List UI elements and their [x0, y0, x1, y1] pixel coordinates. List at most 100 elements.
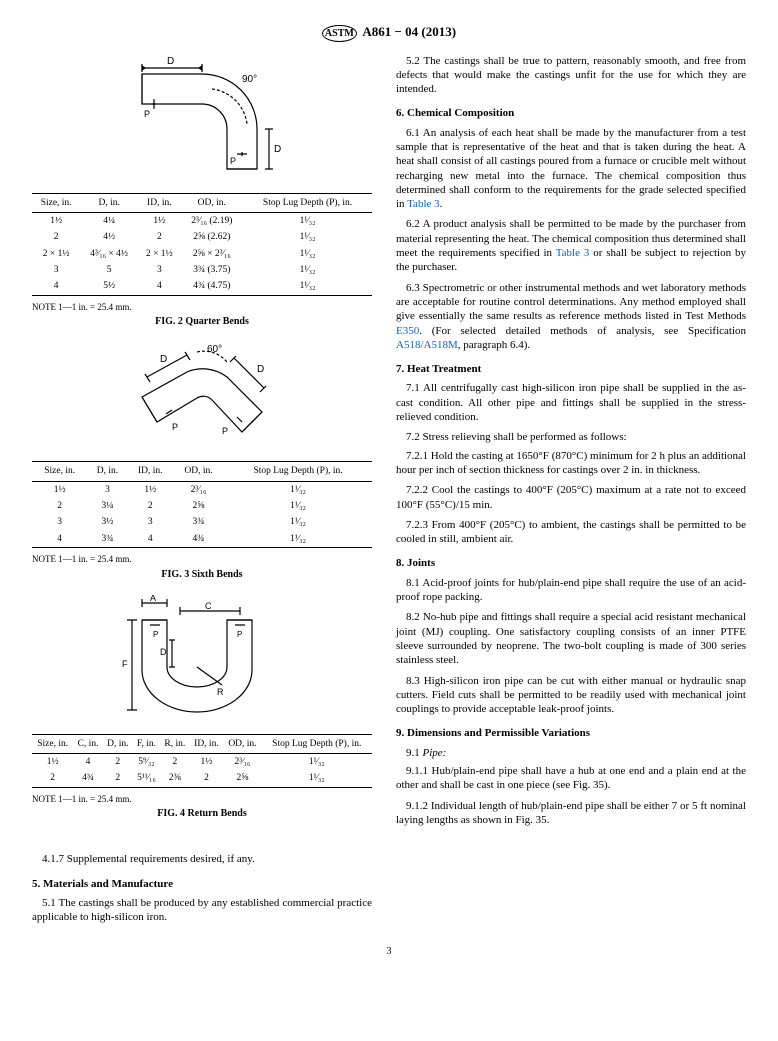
svg-text:D: D — [274, 144, 281, 155]
fig3-angle: 60° — [207, 344, 222, 355]
fig3-col1: D, in. — [87, 462, 127, 481]
svg-text:P: P — [230, 156, 236, 166]
table-cell: 3 — [128, 514, 173, 530]
fig3-tbody: 1½31½2³⁄₁₆1¹⁄₃₂23¼22⅝1¹⁄₃₂33½33¾1¹⁄₃₂43¾… — [32, 481, 372, 547]
fig4-col0: Size, in. — [32, 734, 73, 753]
table-cell: 4³⁄₁₆ × 4½ — [80, 246, 138, 262]
table-cell: 3½ — [87, 514, 127, 530]
p-7-2-2: 7.2.2 Cool the castings to 400°F (205°C)… — [396, 483, 746, 512]
fig3-col0: Size, in. — [32, 462, 87, 481]
fig3-diagram: 60° D D P P — [102, 342, 302, 457]
p-9-1-1: 9.1.1 Hub/plain-end pipe shall have a hu… — [396, 764, 746, 793]
fig2-caption: FIG. 2 Quarter Bends — [32, 315, 372, 328]
fig4-diagram: A C D F R P P — [87, 595, 317, 730]
table-cell: 2 — [190, 770, 224, 787]
table-cell: 3¼ — [87, 498, 127, 514]
table-cell: 2 — [103, 754, 133, 771]
fig4-col6: OD, in. — [223, 734, 261, 753]
table-cell: 1½ — [32, 481, 87, 498]
svg-text:R: R — [217, 687, 224, 697]
table-cell: 1¹⁄₃₂ — [262, 770, 372, 787]
ref-table3-a[interactable]: Table 3 — [407, 198, 440, 210]
table-cell: 2³⁄₁₆ — [173, 481, 224, 498]
table-cell: 1¹⁄₃₂ — [262, 754, 372, 771]
p-7-1: 7.1 All centrifugally cast high-silicon … — [396, 381, 746, 424]
svg-text:P: P — [153, 630, 158, 639]
astm-logo: ASTM — [322, 25, 357, 42]
table-cell: 4¾ — [73, 770, 102, 787]
ref-table3-b[interactable]: Table 3 — [556, 247, 590, 259]
fig2-col4: Stop Lug Depth (P), in. — [243, 193, 372, 212]
svg-text:P: P — [222, 426, 228, 436]
fig3-col3: OD, in. — [173, 462, 224, 481]
table-cell: 3 — [32, 514, 87, 530]
table-cell: 2 — [160, 754, 189, 771]
fig2-note: NOTE 1—1 in. = 25.4 mm. — [32, 302, 372, 314]
p-6-2: 6.2 A product analysis shall be permitte… — [396, 217, 746, 274]
fig3-col4: Stop Lug Depth (P), in. — [224, 462, 372, 481]
fig2-tbody: 1½4¼1½2³⁄₁₆ (2.19)1¹⁄₃₂24½22⅝ (2.62)1¹⁄₃… — [32, 212, 372, 295]
heading-9: 9. Dimensions and Permissible Variations — [396, 726, 746, 740]
fig4-col1: C, in. — [73, 734, 102, 753]
fig4-col5: ID, in. — [190, 734, 224, 753]
fig3-col2: ID, in. — [128, 462, 173, 481]
table-cell: 2⅝ (2.62) — [181, 229, 243, 245]
table-cell: 1¹⁄₃₂ — [243, 246, 372, 262]
table-cell: 2⅜ — [160, 770, 189, 787]
page-header: ASTM A861 − 04 (2013) — [32, 24, 746, 42]
p-5-2: 5.2 The castings shall be true to patter… — [396, 54, 746, 97]
fig4-col3: F, in. — [133, 734, 160, 753]
fig4-caption: FIG. 4 Return Bends — [32, 807, 372, 820]
ref-a518[interactable]: A518/A518M — [396, 339, 458, 351]
p-7-2-1: 7.2.1 Hold the casting at 1650°F (870°C)… — [396, 449, 746, 478]
fig2-col0: Size, in. — [32, 193, 80, 212]
table-cell: 4 — [32, 531, 87, 548]
fig3-table: Size, in. D, in. ID, in. OD, in. Stop Lu… — [32, 461, 372, 548]
fig4-col4: R, in. — [160, 734, 189, 753]
table-cell: 4¼ — [80, 212, 138, 229]
table-cell: 1¹⁄₃₂ — [224, 514, 372, 530]
fig3-note: NOTE 1—1 in. = 25.4 mm. — [32, 554, 372, 566]
table-cell: 2 — [138, 229, 181, 245]
svg-text:P: P — [172, 422, 178, 432]
fig2-col2: ID, in. — [138, 193, 181, 212]
svg-text:D: D — [160, 647, 167, 657]
table-cell: 4 — [128, 531, 173, 548]
svg-text:D: D — [167, 56, 174, 67]
table-cell: 3 — [87, 481, 127, 498]
table-cell: 2³⁄₁₆ — [223, 754, 261, 771]
p-8-1: 8.1 Acid-proof joints for hub/plain-end … — [396, 576, 746, 605]
table-cell: 1¹⁄₃₂ — [224, 531, 372, 548]
svg-text:C: C — [205, 601, 212, 611]
fig2-col1: D, in. — [80, 193, 138, 212]
table-cell: 3 — [32, 262, 80, 278]
table-cell: 1½ — [128, 481, 173, 498]
heading-6: 6. Chemical Composition — [396, 106, 746, 120]
svg-text:P: P — [144, 109, 150, 119]
svg-text:P: P — [237, 630, 242, 639]
heading-5: 5. Materials and Manufacture — [32, 877, 372, 891]
table-cell: 1¹⁄₃₂ — [224, 481, 372, 498]
table-cell: 3 — [138, 262, 181, 278]
svg-text:F: F — [122, 659, 128, 669]
ref-e350[interactable]: E350 — [396, 325, 419, 337]
table-cell: 4 — [73, 754, 102, 771]
table-cell: 3¾ — [173, 514, 224, 530]
table-cell: 4 — [138, 278, 181, 295]
p-9-1-2: 9.1.2 Individual length of hub/plain-end… — [396, 799, 746, 828]
table-cell: 1¹⁄₃₂ — [243, 278, 372, 295]
svg-text:D: D — [160, 354, 167, 365]
designation-text: A861 − 04 (2013) — [362, 24, 456, 39]
svg-text:D: D — [257, 364, 264, 375]
table-cell: 2⅝ × 2³⁄₁₆ — [181, 246, 243, 262]
table-cell: 4¾ (4.75) — [181, 278, 243, 295]
p-4-1-7: 4.1.7 Supplemental requirements desired,… — [32, 852, 372, 866]
table-cell: 2⅝ — [173, 498, 224, 514]
fig3-caption: FIG. 3 Sixth Bends — [32, 568, 372, 581]
fig4-table: Size, in. C, in. D, in. F, in. R, in. ID… — [32, 734, 372, 788]
table-cell: 2³⁄₁₆ (2.19) — [181, 212, 243, 229]
table-cell: 2 — [32, 498, 87, 514]
fig4-col7: Stop Lug Depth (P), in. — [262, 734, 372, 753]
svg-text:A: A — [150, 595, 156, 603]
table-cell: 1½ — [32, 212, 80, 229]
